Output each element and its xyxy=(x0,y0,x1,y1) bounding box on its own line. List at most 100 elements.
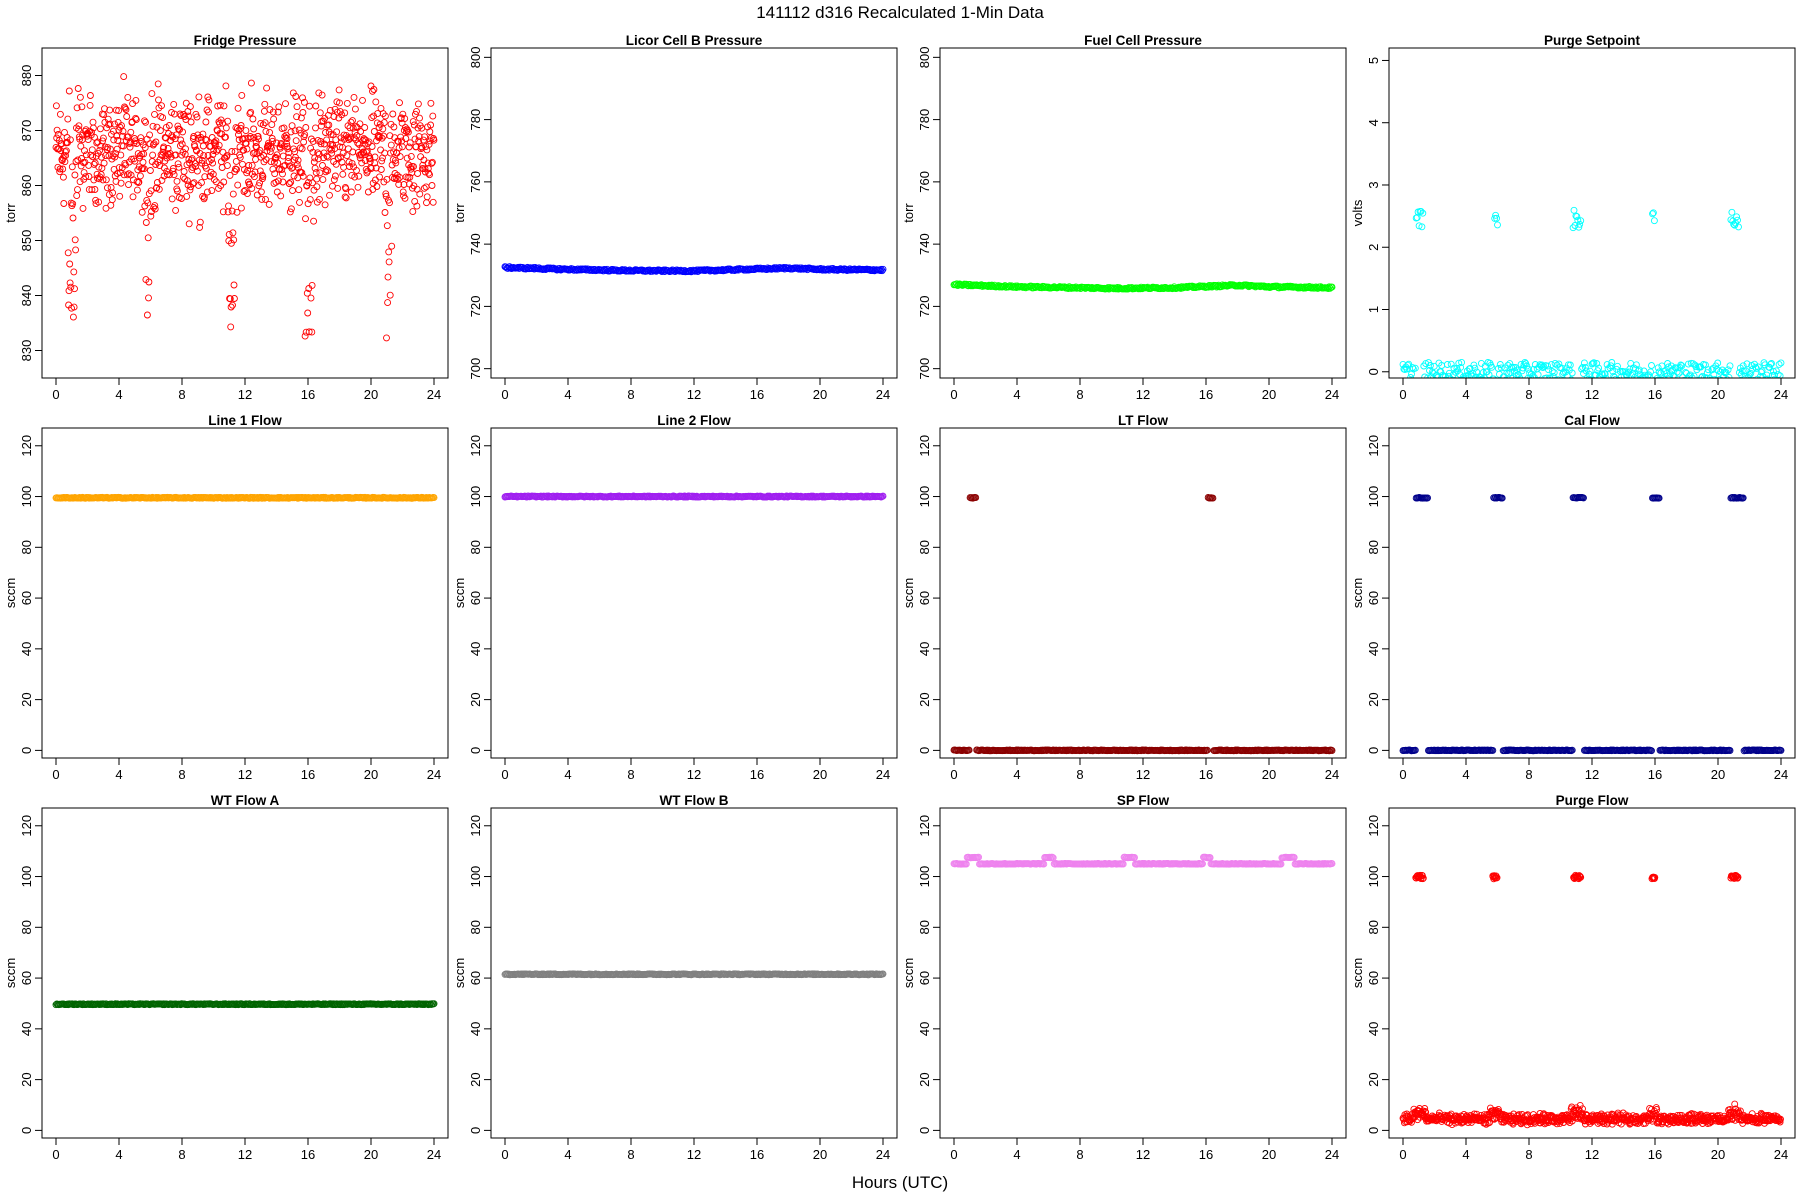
data-point xyxy=(1493,214,1501,222)
plot-frame xyxy=(41,807,449,1139)
data-point xyxy=(235,131,242,139)
data-point xyxy=(387,141,395,149)
y-tick-label: 80 xyxy=(1366,540,1381,554)
data-point xyxy=(70,303,78,311)
x-tick-label: 24 xyxy=(1325,767,1339,782)
x-tick-label: 16 xyxy=(1648,387,1662,402)
data-point xyxy=(1419,209,1427,217)
data-point xyxy=(228,207,236,215)
data-point xyxy=(112,106,120,114)
data-point xyxy=(1575,223,1583,231)
data-point xyxy=(333,128,341,136)
data-point xyxy=(294,174,302,182)
data-point xyxy=(423,193,431,201)
x-tick-label: 8 xyxy=(1525,767,1532,782)
data-point xyxy=(230,281,238,289)
data-point xyxy=(1328,747,1336,754)
data-point xyxy=(378,157,386,165)
data-point xyxy=(309,137,317,145)
data-point xyxy=(121,159,129,167)
data-point xyxy=(289,187,296,195)
panel-title: Fuel Cell Pressure xyxy=(1084,33,1202,48)
data-point xyxy=(965,746,973,754)
data-point xyxy=(223,162,231,170)
data-point xyxy=(1666,373,1673,378)
x-tick-label: 24 xyxy=(1774,767,1788,782)
data-point xyxy=(388,242,396,250)
data-point xyxy=(372,164,380,172)
data-point xyxy=(1503,376,1509,378)
data-point xyxy=(151,205,159,213)
data-point xyxy=(151,110,158,118)
data-point xyxy=(233,208,241,216)
data-point xyxy=(1772,367,1780,375)
data-point xyxy=(426,171,433,179)
y-tick-label: 80 xyxy=(19,920,34,934)
data-point xyxy=(1708,376,1714,378)
data-point xyxy=(317,140,325,148)
plot-frame xyxy=(1388,47,1796,379)
data-point xyxy=(289,89,297,97)
data-point xyxy=(1209,494,1217,502)
x-tick-label: 16 xyxy=(301,767,315,782)
data-point xyxy=(1547,361,1555,369)
data-point xyxy=(410,163,417,171)
data-point xyxy=(255,135,262,143)
data-point xyxy=(381,149,389,157)
data-point xyxy=(163,171,171,178)
data-point xyxy=(127,128,135,136)
data-point xyxy=(69,214,77,222)
data-point xyxy=(54,131,62,138)
y-tick-label: 0 xyxy=(468,1127,483,1134)
data-point xyxy=(202,136,209,143)
data-point xyxy=(102,204,110,212)
data-point xyxy=(54,163,62,171)
data-point xyxy=(351,173,359,181)
y-tick-label: 60 xyxy=(917,591,932,605)
data-point xyxy=(200,193,208,201)
data-point xyxy=(1568,746,1576,754)
data-point xyxy=(306,196,314,204)
data-point xyxy=(341,109,349,117)
data-point xyxy=(430,1000,438,1008)
data-points xyxy=(1399,493,1785,755)
data-point xyxy=(178,151,186,159)
data-point xyxy=(361,140,369,148)
data-point xyxy=(1548,367,1556,375)
data-point xyxy=(962,860,970,868)
data-point xyxy=(1776,372,1784,378)
data-point xyxy=(134,150,142,158)
data-point xyxy=(879,492,887,500)
data-point xyxy=(106,106,114,114)
data-point xyxy=(1479,369,1487,376)
data-point xyxy=(273,188,281,196)
data-point xyxy=(76,178,84,186)
data-point xyxy=(349,148,357,156)
data-point xyxy=(224,117,232,125)
data-point xyxy=(227,323,235,331)
data-point xyxy=(1449,376,1455,378)
data-point xyxy=(222,82,230,90)
data-point xyxy=(308,281,316,289)
x-tick-label: 16 xyxy=(301,387,315,402)
data-point xyxy=(1412,377,1417,378)
y-tick-label: 740 xyxy=(468,233,483,255)
y-tick-label: 20 xyxy=(917,692,932,706)
data-point xyxy=(216,101,224,109)
data-point xyxy=(86,92,94,99)
data-point xyxy=(409,208,417,216)
data-point xyxy=(1509,374,1517,378)
data-point xyxy=(56,110,64,118)
data-point xyxy=(82,151,90,159)
data-point xyxy=(152,161,160,168)
data-point xyxy=(71,171,79,179)
data-point xyxy=(261,119,269,127)
data-point xyxy=(205,108,212,116)
data-point xyxy=(1667,362,1675,370)
panel-title: SP Flow xyxy=(1117,793,1170,808)
data-point xyxy=(1644,377,1649,378)
data-point xyxy=(74,85,82,92)
data-point xyxy=(378,134,386,142)
data-point xyxy=(392,159,400,167)
